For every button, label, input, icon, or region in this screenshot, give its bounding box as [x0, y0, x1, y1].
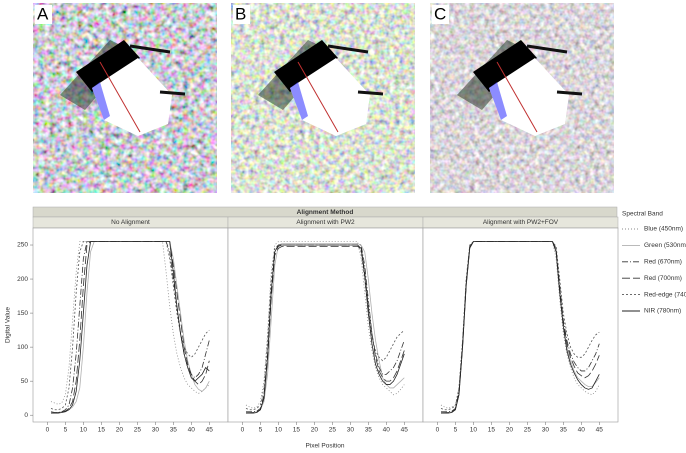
x-tick-label: 25 — [524, 427, 532, 434]
x-tick-label: 40 — [188, 427, 196, 434]
plot-panel — [32, 227, 229, 423]
x-tick-label: 15 — [293, 427, 301, 434]
image-c: C — [430, 3, 614, 193]
facet-title: Alignment Method — [297, 209, 354, 216]
x-tick-label: 5 — [454, 427, 458, 434]
x-tick-label: 30 — [542, 427, 550, 434]
panel-label: C — [434, 4, 446, 23]
series-line — [245, 244, 405, 414]
legend-label: NIR (780nm) — [644, 308, 681, 315]
series-line — [50, 241, 210, 414]
x-tick-label: 25 — [329, 427, 337, 434]
series-line — [245, 241, 405, 409]
panel-label: B — [235, 4, 246, 23]
x-tick-label: 0 — [436, 427, 440, 434]
series-line — [440, 241, 600, 413]
y-tick-label: 150 — [17, 310, 28, 317]
x-tick-label: 10 — [80, 427, 88, 434]
panel-title: Alignment with PW2 — [296, 219, 355, 226]
y-tick-label: 0 — [24, 412, 28, 419]
x-tick-label: 45 — [206, 427, 214, 434]
x-tick-label: 10 — [470, 427, 478, 434]
x-tick-label: 45 — [401, 427, 409, 434]
x-tick-label: 0 — [241, 427, 245, 434]
legend-label: Red-edge (740nm) — [644, 291, 686, 298]
image-a: A — [33, 3, 217, 193]
panel-title: Alignment with PW2+FOV — [483, 219, 559, 226]
panel-title: No Alignment — [111, 219, 150, 226]
x-tick-label: 35 — [170, 427, 178, 434]
legend-label: Green (530nm) — [644, 242, 686, 249]
plot-panel — [422, 227, 619, 423]
x-tick-label: 20 — [506, 427, 514, 434]
x-tick-label: 40 — [383, 427, 391, 434]
x-tick-label: 40 — [578, 427, 586, 434]
x-tick-label: 30 — [152, 427, 160, 434]
y-tick-label: 200 — [17, 276, 28, 283]
x-axis-label: Pixel Position — [305, 443, 344, 450]
legend-label: Blue (450nm) — [644, 226, 683, 233]
series-line — [440, 241, 600, 414]
x-tick-label: 35 — [365, 427, 373, 434]
x-tick-label: 30 — [347, 427, 355, 434]
series-line — [50, 241, 210, 411]
x-tick-label: 20 — [311, 427, 319, 434]
legend-label: Red (700nm) — [644, 275, 682, 282]
plot-panel — [227, 227, 424, 423]
x-tick-label: 0 — [46, 427, 50, 434]
x-tick-label: 15 — [488, 427, 496, 434]
x-tick-label: 35 — [560, 427, 568, 434]
x-tick-label: 45 — [596, 427, 604, 434]
image-b: B — [231, 3, 415, 193]
x-tick-label: 25 — [134, 427, 142, 434]
panel-label: A — [37, 4, 49, 23]
y-tick-label: 50 — [21, 378, 29, 385]
y-tick-label: 100 — [17, 344, 28, 351]
y-tick-label: 250 — [17, 242, 28, 249]
x-tick-label: 5 — [259, 427, 263, 434]
x-tick-label: 20 — [116, 427, 124, 434]
x-tick-label: 10 — [275, 427, 283, 434]
legend-title: Spectral Band — [622, 211, 663, 218]
legend-label: Red (670nm) — [644, 259, 682, 266]
x-tick-label: 5 — [64, 427, 68, 434]
x-tick-label: 15 — [98, 427, 106, 434]
y-axis-label: Digital Value — [5, 307, 12, 343]
